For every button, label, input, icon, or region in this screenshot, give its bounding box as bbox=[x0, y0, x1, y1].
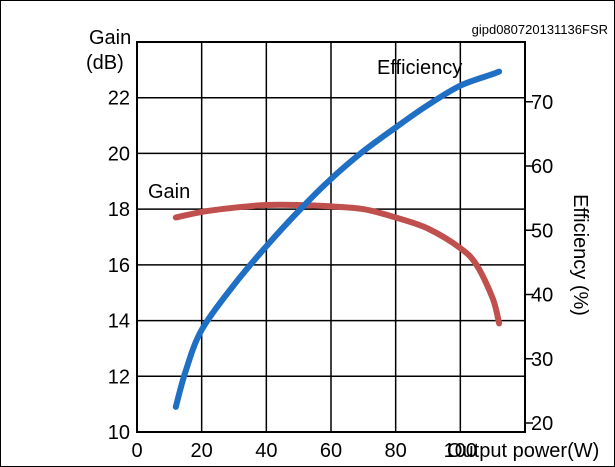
efficiency-series-line bbox=[172, 68, 503, 410]
x-tick-label: 80 bbox=[385, 440, 407, 462]
tick-labels: 0 20 40 60 80 100 10 12 14 16 18 20 22 20 30 40 50 60 70 bbox=[108, 88, 554, 462]
y2-tick-label: 70 bbox=[531, 92, 553, 114]
y2-tick-label: 20 bbox=[531, 413, 553, 435]
y-axis-title: Gain bbox=[89, 27, 131, 49]
y-tick-label: 12 bbox=[108, 366, 130, 388]
y-axis-unit: (dB) bbox=[86, 52, 124, 74]
y-tick-label: 18 bbox=[108, 199, 130, 221]
x-axis-title: Output power(W) bbox=[447, 440, 599, 462]
plot-frame bbox=[136, 41, 526, 433]
y-tick-label: 20 bbox=[108, 143, 130, 165]
gain-series-label: Gain bbox=[148, 181, 190, 203]
figure-id: gipd080720131136FSR bbox=[472, 22, 608, 37]
y2-axis-title: Efficiency (%) bbox=[569, 194, 591, 316]
y2-tick-label: 30 bbox=[531, 349, 553, 371]
y2-tick-label: 40 bbox=[531, 285, 553, 307]
x-tick-label: 0 bbox=[131, 440, 142, 462]
y-tick-label: 14 bbox=[108, 311, 130, 333]
y2-tick-label: 50 bbox=[531, 220, 553, 242]
y2-tick-label: 60 bbox=[531, 156, 553, 178]
y-tick-label: 16 bbox=[108, 255, 130, 277]
x-tick-label: 40 bbox=[255, 440, 277, 462]
series-layer bbox=[172, 68, 503, 410]
y-tick-label: 22 bbox=[108, 88, 130, 110]
gain-series-line bbox=[172, 201, 503, 327]
y-tick-label: 10 bbox=[108, 422, 130, 444]
efficiency-series-label: Efficiency bbox=[377, 57, 462, 79]
x-tick-label: 100 bbox=[444, 440, 477, 462]
x-tick-label: 20 bbox=[191, 440, 213, 462]
x-tick-label: 60 bbox=[320, 440, 342, 462]
